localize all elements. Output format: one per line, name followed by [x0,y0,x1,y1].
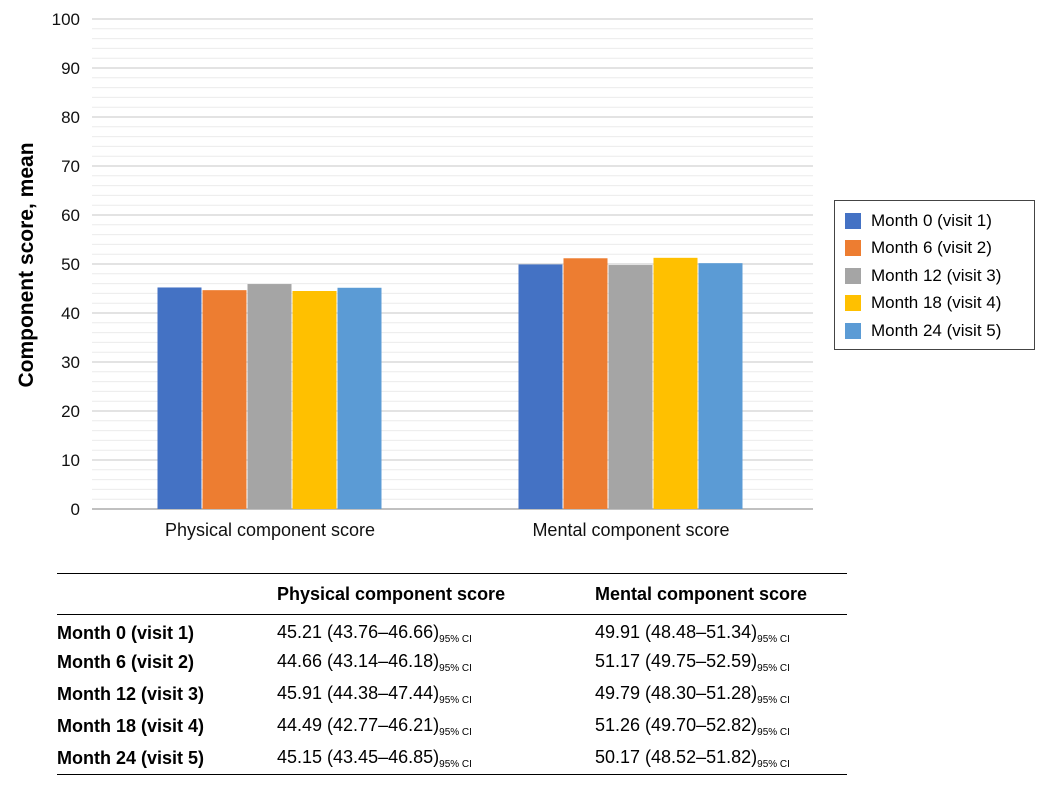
x-category-label: Mental component score [532,520,729,540]
y-tick-label: 20 [61,402,80,421]
y-axis-title: Component score, mean [15,142,38,387]
ci-subscript: 95% CI [439,633,472,645]
legend-swatch [845,267,861,284]
mental-value: 49.91 (48.48–51.34)95% CI [595,621,790,645]
ci-subscript: 95% CI [757,633,790,645]
y-tick-label: 30 [61,353,80,372]
bar [608,265,653,509]
bar [563,258,608,509]
legend-swatch [845,240,861,257]
row-label: Month 24 (visit 5) [57,747,205,768]
data-table: Physical component score Mental componen… [57,573,847,775]
physical-value: 45.91 (44.38–47.44)95% CI [277,683,472,706]
y-tick-label: 80 [61,108,80,127]
y-tick-label: 0 [71,500,80,519]
table-row: Month 24 (visit 5) 45.15 (43.45–46.85)95%… [57,743,847,775]
legend: Month 0 (visit 1) Month 6 (visit 2) Month … [834,200,1035,350]
legend-swatch [845,322,861,339]
mental-value: 51.17 (49.75–52.59)95% CI [595,651,790,674]
mental-value: 50.17 (48.52–51.82)95% CI [595,746,790,770]
legend-item: Month 24 (visit 5) [845,317,1034,345]
y-tick-label: 10 [61,451,80,470]
legend-label: Month 18 (visit 4) [871,293,1002,313]
legend-item: Month 12 (visit 3) [845,262,1034,290]
legend-label: Month 24 (visit 5) [871,320,1002,340]
legend-label: Month 12 (visit 3) [871,265,1002,285]
y-tick-label: 70 [61,157,80,176]
row-label: Month 18 (visit 4) [57,716,205,736]
ci-subscript: 95% CI [439,727,472,738]
bar [698,263,743,509]
ci-subscript: 95% CI [439,695,472,706]
bar [202,290,247,509]
y-tick-label: 40 [61,304,80,323]
bar-chart: 0 10 20 30 40 50 60 70 80 90 100 Physical componen… [15,10,813,540]
physical-value: 45.21 (43.76–46.66)95% CI [277,621,472,645]
ci-subscript: 95% CI [439,758,472,770]
y-tick-label: 100 [52,10,80,29]
y-tick-label: 60 [61,206,80,225]
y-tick-label: 50 [61,255,80,274]
row-label: Month 0 (visit 1) [57,622,195,643]
mental-value: 51.26 (49.70–52.82)95% CI [595,715,790,738]
legend-item: Month 18 (visit 4) [845,290,1034,318]
bar [518,264,563,509]
legend-label: Month 0 (visit 1) [871,210,992,230]
legend-swatch [845,212,861,229]
table-row: Month 18 (visit 4) 44.49 (42.77–46.21)95%… [57,711,847,743]
legend-item: Month 0 (visit 1) [845,207,1034,235]
x-axis-categories: Physical component score Mental component… [165,520,730,540]
mental-value: 49.79 (48.30–51.28)95% CI [595,683,790,706]
table-row: Month 0 (visit 1) 45.21 (43.76–46.66)95% … [57,615,847,647]
row-label: Month 6 (visit 2) [57,652,195,672]
bar [247,284,292,509]
bar [653,257,698,509]
y-axis-ticks: 0 10 20 30 40 50 60 70 80 90 100 [52,10,80,519]
ci-subscript: 95% CI [757,695,790,706]
table-row: Month 12 (visit 3) 45.91 (44.38–47.44)95%… [57,679,847,711]
table-header-row: Physical component score Mental componen… [57,573,847,615]
x-category-label: Physical component score [165,520,375,540]
legend-item: Month 6 (visit 2) [845,235,1034,263]
bar [337,287,382,509]
physical-value: 44.49 (42.77–46.21)95% CI [277,715,472,738]
table-header-mental: Mental component score [595,583,808,604]
bar [292,290,337,509]
table-row: Month 6 (visit 2) 44.66 (43.14–46.18)95% … [57,647,847,679]
ci-subscript: 95% CI [757,727,790,738]
y-tick-label: 90 [61,59,80,78]
ci-subscript: 95% CI [757,663,790,674]
ci-subscript: 95% CI [757,758,790,770]
bars [157,257,743,509]
physical-value: 44.66 (43.14–46.18)95% CI [277,651,472,674]
table-header-physical: Physical component score [277,583,506,604]
bar [157,287,202,509]
physical-value: 45.15 (43.45–46.85)95% CI [277,746,472,770]
legend-swatch [845,295,861,312]
ci-subscript: 95% CI [439,663,472,674]
table-header-blank [57,574,277,615]
row-label: Month 12 (visit 3) [57,684,205,704]
legend-label: Month 6 (visit 2) [871,238,992,258]
